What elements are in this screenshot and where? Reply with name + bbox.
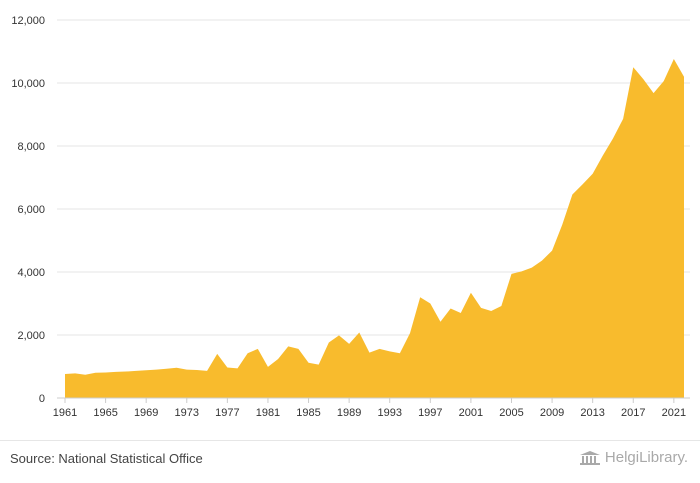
x-tick-label: 1973: [175, 407, 199, 419]
library-building-icon: [579, 450, 600, 465]
x-tick-label: 2001: [459, 407, 483, 419]
area-series: [65, 59, 684, 399]
x-tick-label: 2005: [499, 407, 523, 419]
axes: 0 2,000 4,000 6,000 8,000 10,000 12,000 1961 196…: [11, 15, 690, 419]
x-tick-label: 1969: [134, 407, 158, 419]
x-tick-label: 1965: [93, 407, 117, 419]
x-tick-label: 1997: [418, 407, 442, 419]
chart-footer: Source: National Statistical Office Helg…: [0, 440, 700, 483]
x-tick-label: 2021: [662, 407, 686, 419]
x-tick-label: 1993: [377, 407, 401, 419]
y-tick-label: 2,000: [17, 330, 45, 342]
x-tick-label: 2013: [580, 407, 604, 419]
y-tick-label: 8,000: [17, 141, 45, 153]
area-series-path: [65, 59, 684, 399]
y-tick-label: 4,000: [17, 267, 45, 279]
x-tick-label: 2009: [540, 407, 564, 419]
helgilibrary-logo[interactable]: HelgiLibrary.: [579, 449, 688, 466]
brand-name: HelgiLibrary.: [604, 449, 688, 466]
y-tick-label: 10,000: [11, 78, 45, 90]
y-tick-label: 6,000: [17, 204, 45, 216]
x-tick-label: 1981: [256, 407, 280, 419]
area-chart: 0 2,000 4,000 6,000 8,000 10,000 12,000 1961 196…: [11, 15, 690, 419]
y-tick-label: 0: [39, 393, 45, 405]
x-tick-label: 2017: [621, 407, 645, 419]
source-note: Source: National Statistical Office: [10, 451, 203, 466]
x-tick-label: 1977: [215, 407, 239, 419]
x-tick-label: 1961: [53, 407, 77, 419]
y-tick-label: 12,000: [11, 15, 45, 27]
x-tick-label: 1989: [337, 407, 361, 419]
x-tick-label: 1985: [296, 407, 320, 419]
